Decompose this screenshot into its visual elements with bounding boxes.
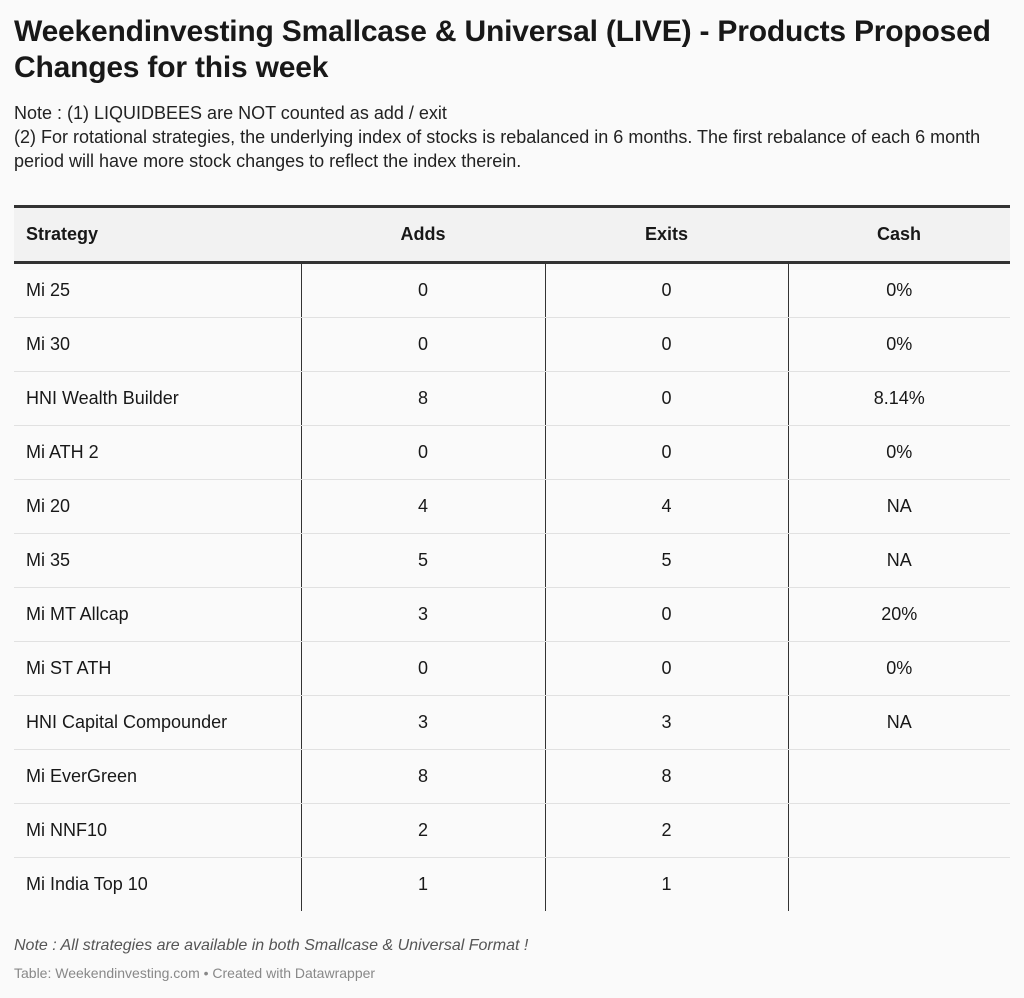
- cell-adds: 2: [300, 803, 545, 858]
- cell-exits: 0: [544, 371, 788, 426]
- cell-adds: 8: [300, 749, 545, 804]
- notes: Note : (1) LIQUIDBEES are NOT counted as…: [14, 101, 1004, 173]
- cell-cash: NA: [787, 695, 1010, 750]
- table-row: Mi 35 5 5 NA: [14, 533, 1010, 588]
- cell-adds: 0: [300, 425, 545, 480]
- table-row: HNI Wealth Builder 8 0 8.14%: [14, 371, 1010, 426]
- cell-cash: 8.14%: [787, 371, 1010, 426]
- cell-exits: 1: [544, 857, 788, 911]
- cell-cash: [787, 749, 1010, 804]
- cell-cash: [787, 857, 1010, 911]
- table-row: Mi NNF10 2 2: [14, 803, 1010, 858]
- cell-adds: 1: [300, 857, 545, 911]
- cell-cash: 0%: [787, 425, 1010, 480]
- note-line-1: Note : (1) LIQUIDBEES are NOT counted as…: [14, 103, 447, 123]
- cell-exits: 0: [544, 317, 788, 372]
- cell-exits: 0: [544, 587, 788, 642]
- column-header-adds: Adds: [400, 224, 446, 244]
- cell-adds: 4: [300, 479, 545, 534]
- cell-strategy: Mi ST ATH: [14, 641, 301, 696]
- cell-exits: 5: [544, 533, 788, 588]
- table-row: Mi ST ATH 0 0 0%: [14, 641, 1010, 696]
- table-body: Mi 25 0 0 0% Mi 30 0 0 0% HNI Wealth Builder 8 0 8.…: [14, 262, 1010, 911]
- cell-cash: 0%: [787, 317, 1010, 372]
- cell-cash: NA: [787, 533, 1010, 588]
- cell-exits: 0: [544, 262, 788, 318]
- table-row: Mi 30 0 0 0%: [14, 317, 1010, 372]
- cell-exits: 2: [544, 803, 788, 858]
- cell-strategy: Mi MT Allcap: [14, 587, 301, 642]
- chart-title: Weekendinvesting Smallcase & Universal (…: [14, 15, 991, 84]
- cell-cash: 0%: [787, 641, 1010, 696]
- strategy-table: Strategy Adds Exits Cash Mi 25 0 0 0% Mi 30 0…: [14, 205, 1010, 911]
- header-row: Strategy Adds Exits Cash: [14, 206, 1010, 263]
- cell-strategy: Mi EverGreen: [14, 749, 301, 804]
- table-header: Strategy Adds Exits Cash: [14, 206, 1010, 263]
- cell-adds: 5: [300, 533, 545, 588]
- table-row: HNI Capital Compounder 3 3 NA: [14, 695, 1010, 750]
- table-row: Mi ATH 2 0 0 0%: [14, 425, 1010, 480]
- column-header-strategy: Strategy: [26, 224, 99, 244]
- cell-cash: [787, 803, 1010, 858]
- table-row: Mi EverGreen 8 8: [14, 749, 1010, 804]
- cell-strategy: Mi 30: [14, 317, 301, 372]
- cell-exits: 3: [544, 695, 788, 750]
- column-header-exits: Exits: [644, 224, 689, 244]
- cell-adds: 3: [300, 695, 545, 750]
- cell-adds: 0: [300, 317, 545, 372]
- column-header-cash: Cash: [876, 224, 921, 244]
- cell-strategy: Mi NNF10: [14, 803, 301, 858]
- table-row: Mi MT Allcap 3 0 20%: [14, 587, 1010, 642]
- cell-adds: 0: [300, 641, 545, 696]
- cell-strategy: Mi 25: [14, 262, 301, 318]
- cell-adds: 3: [300, 587, 545, 642]
- cell-cash: 20%: [787, 587, 1010, 642]
- footnote: Note : All strategies are available in b…: [14, 937, 529, 954]
- cell-cash: 0%: [787, 262, 1010, 318]
- table-row: Mi 20 4 4 NA: [14, 479, 1010, 534]
- table-row: Mi 25 0 0 0%: [14, 262, 1010, 318]
- source-credit: Table: Weekendinvesting.com • Created wi…: [14, 965, 376, 981]
- cell-strategy: Mi 20: [14, 479, 301, 534]
- note-line-2: (2) For rotational strategies, the under…: [14, 127, 981, 171]
- table-row: Mi India Top 10 1 1: [14, 857, 1010, 911]
- cell-strategy: Mi India Top 10: [26, 874, 148, 894]
- cell-strategy: Mi 35: [14, 533, 301, 588]
- cell-cash: NA: [787, 479, 1010, 534]
- cell-adds: 8: [300, 371, 545, 426]
- cell-exits: 0: [544, 641, 788, 696]
- cell-strategy: HNI Wealth Builder: [14, 371, 301, 426]
- cell-exits: 4: [544, 479, 788, 534]
- cell-strategy: Mi ATH 2: [14, 425, 301, 480]
- cell-exits: 0: [544, 425, 788, 480]
- cell-strategy: HNI Capital Compounder: [14, 695, 301, 750]
- cell-adds: 0: [300, 262, 545, 318]
- cell-exits: 8: [544, 749, 788, 804]
